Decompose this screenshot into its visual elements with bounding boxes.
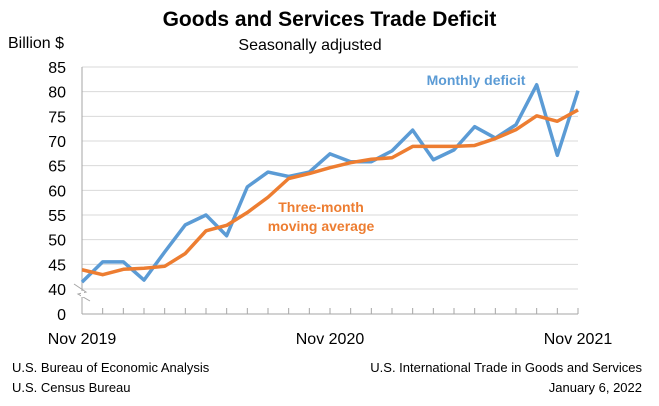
y-tick-label: 60 — [48, 183, 66, 200]
source-bea: U.S. Bureau of Economic Analysis — [12, 360, 210, 375]
moving-average-annotation-line1: Three-month — [278, 199, 364, 215]
moving-average-annotation-line2: moving average — [268, 218, 375, 234]
y-tick-label: 80 — [48, 85, 66, 102]
moving-average-line — [81, 108, 579, 277]
chart-title: Goods and Services Trade Deficit — [162, 8, 497, 31]
y-tick-label: 45 — [48, 257, 66, 274]
y-tick-label: 85 — [48, 60, 66, 77]
source-census: U.S. Census Bureau — [12, 380, 131, 395]
y-axis-label: Billion $ — [8, 35, 65, 52]
y-tick-label: 0 — [57, 307, 66, 324]
y-tick-label: 70 — [48, 134, 66, 151]
y-tick-label: 50 — [48, 233, 66, 250]
monthly-deficit-line — [80, 83, 580, 284]
x-tick-label: Nov 2019 — [48, 331, 117, 348]
y-tick-label: 65 — [48, 159, 66, 176]
chart-subtitle: Seasonally adjusted — [238, 37, 382, 54]
x-tick-label: Nov 2020 — [296, 331, 365, 348]
axis-break-gap — [81, 291, 84, 297]
y-tick-label: 40 — [48, 282, 66, 299]
report-name: U.S. International Trade in Goods and Se… — [370, 360, 642, 375]
y-tick-label: 75 — [48, 109, 66, 126]
x-tick-label: Nov 2021 — [544, 331, 613, 348]
release-date: January 6, 2022 — [548, 380, 642, 395]
y-tick-label: 55 — [48, 208, 66, 225]
monthly-deficit-annotation: Monthly deficit — [427, 72, 526, 88]
